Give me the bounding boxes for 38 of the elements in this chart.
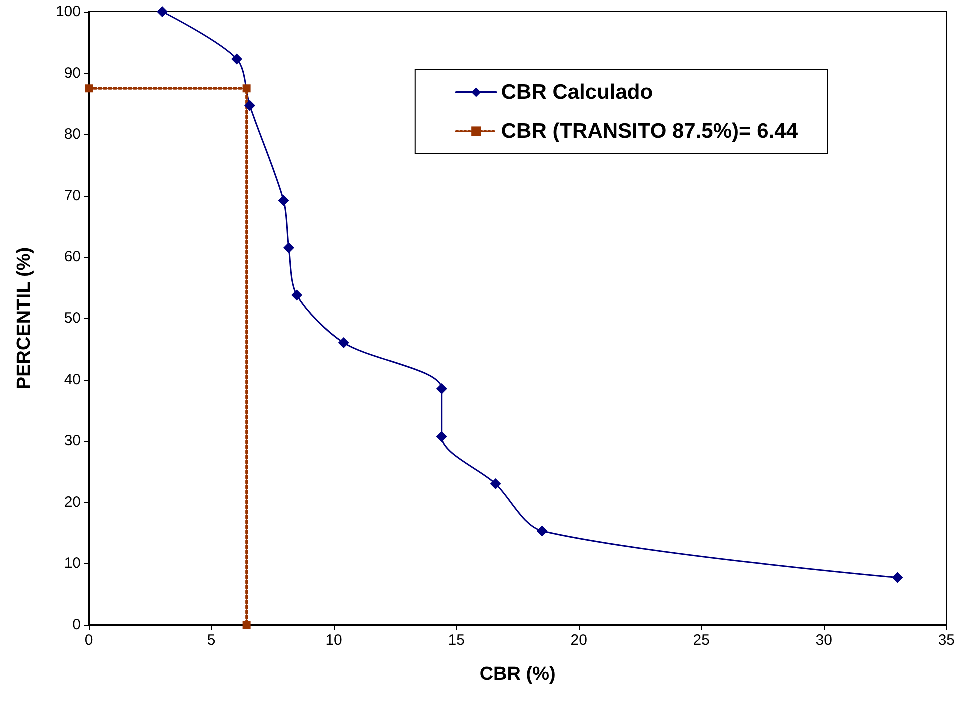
x-tick-label: 30 — [816, 632, 832, 649]
x-tick-label: 35 — [938, 632, 955, 649]
point — [244, 100, 256, 112]
y-tick-label: 80 — [64, 126, 81, 144]
y-tick-label: 90 — [64, 64, 81, 82]
x-tick-label: 25 — [693, 632, 710, 649]
x-tick-label: 0 — [84, 632, 94, 649]
point — [292, 290, 303, 301]
legend-label: CBR (TRANSITO 87.5%)= 6.44 — [501, 120, 798, 143]
x-axis-title: CBR (%) — [480, 664, 556, 685]
y-tick-label: 20 — [64, 494, 81, 511]
point — [490, 478, 502, 490]
y-tick-label: 70 — [64, 187, 81, 204]
y-tick-label: 50 — [64, 310, 81, 327]
y-tick-label: 10 — [64, 555, 81, 572]
point — [242, 621, 251, 629]
y-axis-title: PERCENTIL (%) — [14, 247, 35, 390]
point — [157, 6, 168, 18]
point — [436, 431, 448, 442]
x-tick-label: 20 — [570, 632, 588, 649]
point — [85, 84, 93, 93]
y-tick-label: 100 — [56, 4, 81, 20]
point — [278, 195, 290, 206]
y-tick-label: 40 — [64, 371, 81, 388]
point — [242, 84, 251, 93]
point — [892, 572, 904, 584]
point — [232, 54, 243, 65]
y-tick-label: 60 — [64, 248, 81, 266]
x-tick-label: 5 — [207, 632, 216, 649]
y-tick-label: 0 — [72, 616, 81, 634]
x-tick-label: 15 — [448, 632, 465, 649]
y-tick-label: 30 — [64, 432, 81, 450]
point — [283, 242, 294, 254]
point — [436, 383, 448, 394]
point — [536, 526, 548, 537]
x-tick-label: 10 — [326, 632, 342, 649]
legend-label: CBR Calculado — [501, 81, 654, 104]
point — [338, 338, 350, 349]
